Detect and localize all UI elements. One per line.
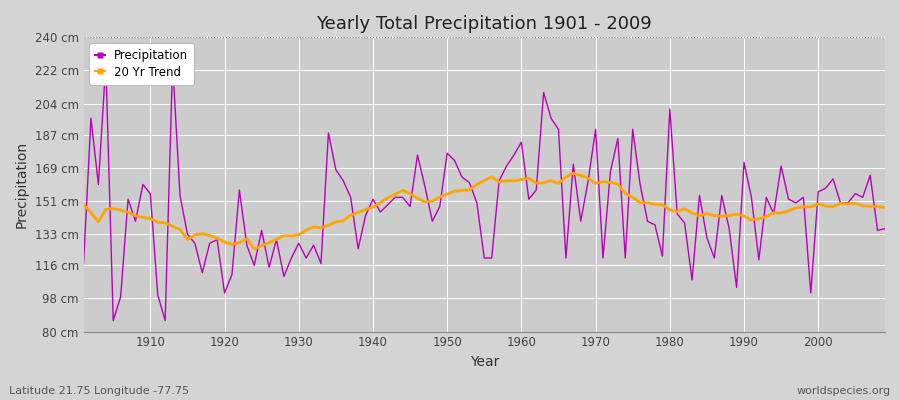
Title: Yearly Total Precipitation 1901 - 2009: Yearly Total Precipitation 1901 - 2009 — [317, 15, 652, 33]
Text: Latitude 21.75 Longitude -77.75: Latitude 21.75 Longitude -77.75 — [9, 386, 189, 396]
Y-axis label: Precipitation: Precipitation — [15, 141, 29, 228]
Text: worldspecies.org: worldspecies.org — [796, 386, 891, 396]
X-axis label: Year: Year — [470, 355, 499, 369]
Legend: Precipitation, 20 Yr Trend: Precipitation, 20 Yr Trend — [89, 43, 194, 84]
